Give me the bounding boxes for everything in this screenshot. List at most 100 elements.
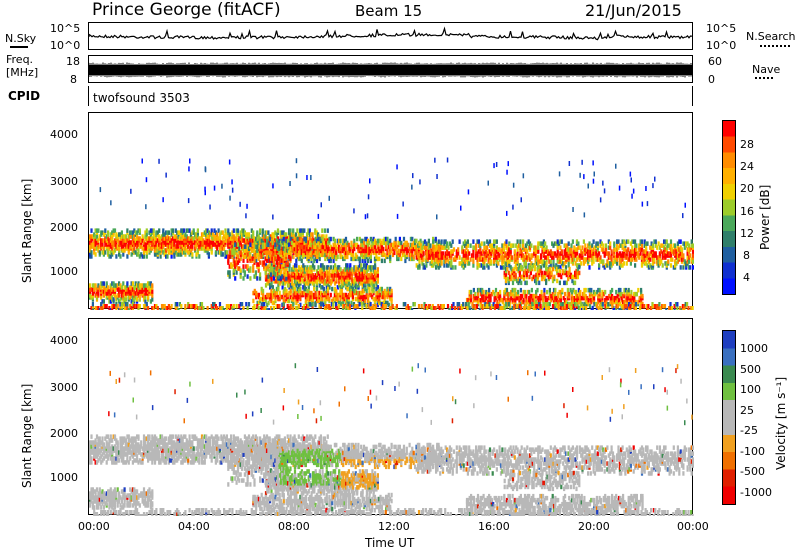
- data-point: [314, 273, 317, 278]
- data-point: [687, 243, 691, 248]
- data-point: [322, 250, 325, 256]
- data-point: [611, 287, 614, 293]
- data-point: [327, 275, 330, 280]
- data-point: [664, 239, 667, 244]
- data-point: [112, 250, 115, 255]
- data-point: [616, 251, 619, 256]
- data-point: [625, 261, 628, 266]
- data-point: [584, 247, 587, 252]
- data-point: [304, 292, 307, 298]
- data-point: [285, 238, 288, 244]
- data-point: [549, 253, 552, 258]
- data-point: [263, 296, 266, 302]
- data-point: [90, 228, 93, 233]
- data-point: [364, 275, 367, 280]
- data-point: [311, 281, 315, 286]
- data-point: [622, 299, 625, 305]
- data-point: [321, 292, 324, 298]
- data-point: [418, 263, 421, 268]
- data-point: [676, 245, 679, 250]
- data-point: [300, 258, 303, 264]
- data-point: [507, 291, 510, 297]
- data-point: [321, 263, 324, 268]
- data-point: [94, 234, 97, 239]
- data-point: [138, 228, 141, 233]
- data-point: [530, 243, 533, 248]
- data-point: [259, 228, 262, 233]
- data-point: [173, 234, 176, 239]
- data-point: [257, 234, 260, 239]
- data-point: [303, 228, 306, 233]
- data-point: [158, 250, 161, 255]
- data-point: [549, 263, 552, 268]
- data-point: [291, 281, 294, 286]
- data-point: [356, 267, 359, 272]
- data-point: [629, 257, 632, 262]
- data-point: [511, 243, 514, 248]
- data-point: [465, 297, 469, 303]
- data-point: [297, 288, 301, 294]
- data-point: [100, 281, 103, 286]
- data-point: [672, 249, 675, 254]
- data-point: [627, 287, 630, 293]
- data-point: [478, 297, 481, 303]
- data-point: [634, 247, 637, 252]
- data-point: [119, 254, 122, 259]
- data-point: [550, 297, 553, 303]
- data-point: [195, 232, 198, 237]
- data-point: [375, 286, 378, 292]
- data-point: [428, 245, 431, 250]
- data-point: [441, 245, 445, 250]
- data-point: [638, 295, 641, 301]
- data-point: [272, 236, 275, 241]
- data-point: [300, 290, 303, 296]
- data-point: [367, 273, 370, 278]
- data-point: [347, 292, 350, 298]
- data-point: [365, 279, 368, 284]
- data-point: [625, 249, 628, 254]
- data-point: [606, 251, 609, 256]
- data-point: [255, 236, 258, 242]
- data-point: [645, 261, 648, 266]
- data-point: [264, 234, 267, 239]
- data-point: [288, 228, 291, 233]
- data-point: [430, 249, 433, 254]
- data-point: [494, 295, 498, 301]
- data-point: [421, 245, 424, 250]
- data-point: [113, 304, 117, 309]
- data-point: [588, 265, 591, 270]
- data-point: [169, 244, 172, 249]
- data-point: [577, 255, 580, 260]
- data-point: [356, 296, 359, 302]
- data-point: [170, 238, 173, 243]
- data-point: [91, 287, 94, 292]
- data-point: [288, 298, 291, 304]
- data-point: [489, 293, 492, 299]
- data-point: [264, 242, 267, 248]
- data-point: [643, 257, 646, 262]
- data-point: [350, 281, 353, 286]
- data-point: [147, 244, 150, 249]
- data-point: [635, 257, 638, 262]
- data-point: [464, 259, 467, 264]
- data-point: [375, 296, 378, 302]
- data-point: [356, 254, 359, 260]
- data-point: [595, 241, 598, 246]
- data-point: [346, 269, 349, 274]
- data-point: [90, 287, 93, 292]
- data-point: [340, 277, 344, 282]
- data-point: [499, 289, 502, 295]
- data-point: [482, 289, 485, 295]
- data-point: [528, 241, 532, 246]
- data-point: [111, 295, 114, 300]
- data-point: [124, 285, 128, 290]
- data-point: [138, 295, 141, 300]
- data-point: [552, 287, 556, 293]
- data-point: [181, 250, 184, 255]
- data-point: [573, 249, 576, 254]
- data-point: [273, 279, 276, 284]
- data-point: [486, 299, 489, 305]
- data-point: [329, 236, 332, 242]
- data-point: [651, 261, 655, 266]
- data-point: [151, 283, 154, 288]
